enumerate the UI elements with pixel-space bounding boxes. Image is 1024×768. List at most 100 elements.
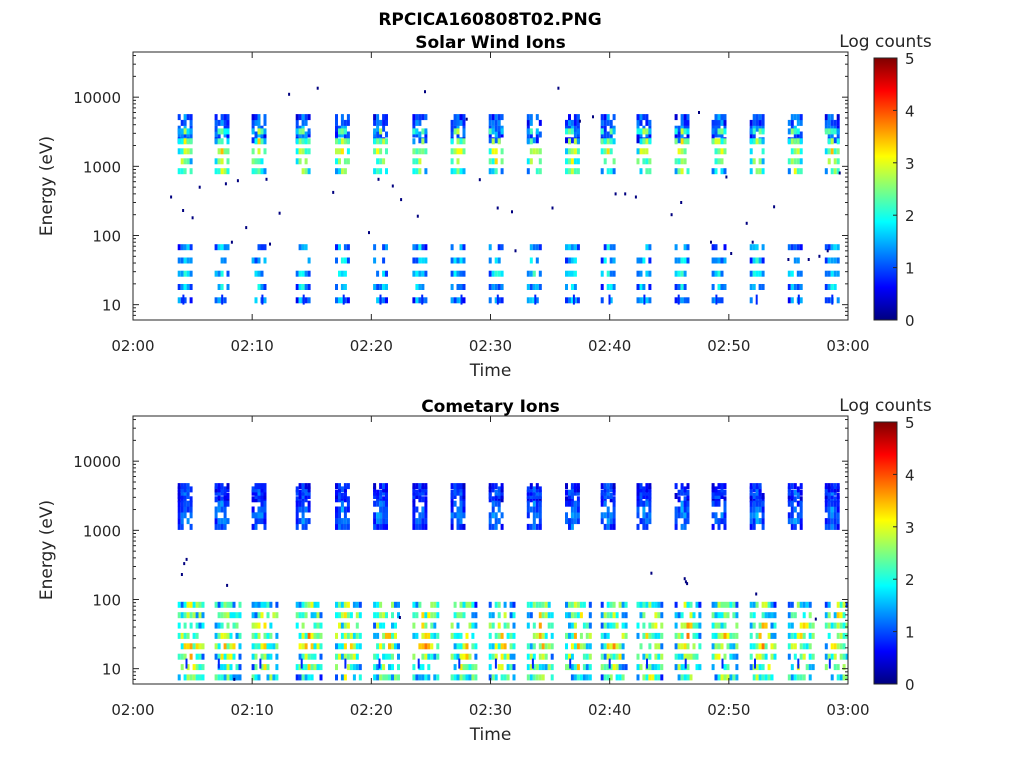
heatmap-cell <box>680 483 684 490</box>
heatmap-cell <box>565 257 568 264</box>
heatmap-cell <box>639 489 643 496</box>
heatmap-cell <box>385 284 388 290</box>
heatmap-cell <box>714 500 718 507</box>
heatmap-cell <box>418 158 422 165</box>
heatmap-cell <box>468 622 472 629</box>
heatmap-cell <box>183 270 187 277</box>
heatmap-cell <box>497 284 501 290</box>
scatter-point <box>288 92 291 96</box>
heatmap-cell <box>773 632 777 639</box>
heatmap-cell <box>749 119 753 126</box>
heatmap-cell <box>373 500 377 507</box>
heatmap-cell <box>565 612 568 619</box>
heatmap-cell <box>214 512 218 519</box>
heatmap-cell <box>720 622 724 629</box>
heatmap-cell <box>269 674 273 681</box>
x-tick-label: 02:10 <box>231 701 274 719</box>
x-tick-label: 02:00 <box>111 337 154 355</box>
heatmap-cell <box>257 168 261 175</box>
heatmap-cell <box>186 148 190 155</box>
heatmap-cell <box>639 114 643 121</box>
heatmap-cell <box>465 601 469 608</box>
heatmap-cell <box>198 674 202 681</box>
heatmap-cell <box>714 489 718 496</box>
heatmap-cell <box>512 632 516 639</box>
heatmap-cell <box>459 493 463 499</box>
heatmap-cell <box>307 131 311 138</box>
heatmap-cell <box>609 496 613 503</box>
heatmap-cell <box>183 119 187 126</box>
heatmap-cell <box>761 257 765 264</box>
heatmap-cell <box>717 128 721 135</box>
heatmap-cell <box>609 601 613 608</box>
x-tick-label: 02:00 <box>111 701 154 719</box>
heatmap-cell <box>836 168 840 175</box>
heatmap-cell <box>180 496 184 503</box>
heatmap-cell <box>723 168 727 175</box>
heatmap-cell <box>790 496 794 503</box>
heatmap-cell <box>459 674 463 681</box>
heatmap-cell <box>214 643 218 650</box>
heatmap-cell <box>609 512 613 519</box>
heatmap-cell <box>752 523 756 530</box>
heatmap-cell <box>842 601 846 608</box>
heatmap-cell <box>494 270 498 277</box>
heatmap-cell <box>761 119 765 126</box>
heatmap-cell <box>799 506 803 513</box>
heatmap-cell <box>585 674 589 681</box>
heatmap-cell <box>301 612 305 619</box>
heatmap-cell <box>588 674 592 681</box>
scatter-point <box>226 583 229 587</box>
heatmap-cell <box>799 512 803 519</box>
heatmap-cell <box>714 674 718 681</box>
heatmap-cell <box>251 601 255 608</box>
heatmap-cell <box>397 601 400 608</box>
heatmap-cell <box>275 601 279 608</box>
heatmap-cell <box>430 653 434 660</box>
heatmap-cell <box>570 601 574 608</box>
heatmap-cell <box>573 601 577 608</box>
heatmap-cell <box>226 270 230 277</box>
heatmap-cell <box>465 653 469 660</box>
y-axis-label: Energy (eV) <box>37 500 57 600</box>
heatmap-cell <box>526 486 530 493</box>
heatmap-cell <box>565 653 568 660</box>
heatmap-cell <box>547 622 551 629</box>
heatmap-cell <box>223 128 227 135</box>
heatmap-cell <box>304 506 308 513</box>
heatmap-cell <box>512 653 516 660</box>
heatmap-cell <box>683 244 687 251</box>
heatmap-cell <box>680 257 684 264</box>
heatmap-cell <box>453 489 457 496</box>
heatmap-cell <box>335 506 338 513</box>
heatmap-cell <box>529 601 533 608</box>
colorbar-label: Log counts <box>839 396 932 416</box>
heatmap-cell <box>220 523 224 530</box>
scatter-point <box>511 210 513 214</box>
heatmap-cell <box>836 270 840 277</box>
heatmap-cell <box>761 506 765 513</box>
heatmap-cell <box>749 518 753 525</box>
heatmap-cell <box>189 486 193 493</box>
heatmap-cell <box>217 658 220 669</box>
heatmap-cell <box>433 674 437 681</box>
heatmap-cell <box>827 496 831 503</box>
heatmap-cell <box>295 512 299 519</box>
heatmap-cell <box>573 125 577 132</box>
heatmap-cell <box>764 643 768 650</box>
heatmap-cell <box>686 500 690 507</box>
heatmap-cell <box>319 643 323 650</box>
heatmap-cell <box>790 270 794 277</box>
heatmap-cell <box>382 297 386 304</box>
heatmap-cell <box>790 674 794 681</box>
heatmap-cell <box>263 128 267 135</box>
heatmap-cell <box>618 653 622 660</box>
heatmap-cell <box>379 674 383 681</box>
heatmap-cell <box>790 483 794 490</box>
heatmap-cell <box>720 284 724 290</box>
heatmap-cell <box>491 643 495 650</box>
heatmap-cell <box>570 653 574 660</box>
heatmap-cell <box>585 643 589 650</box>
heatmap-cell <box>573 518 577 525</box>
heatmap-cell <box>379 138 383 145</box>
